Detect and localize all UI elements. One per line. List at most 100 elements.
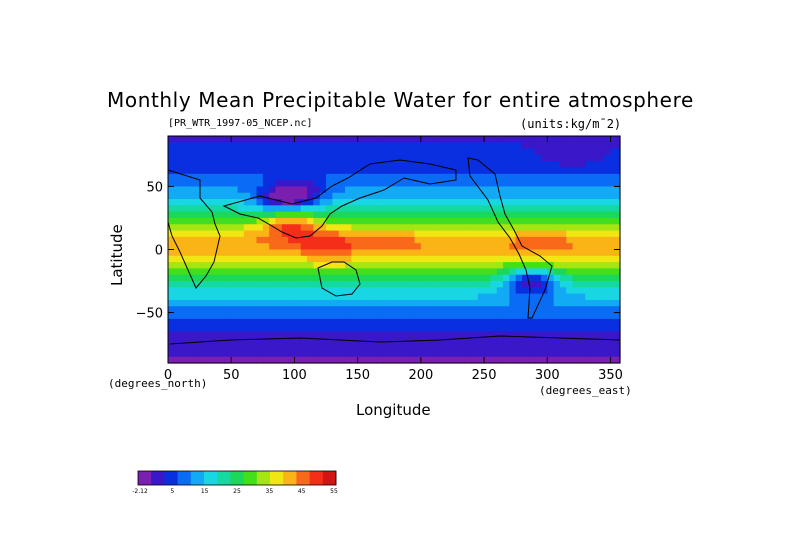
heatmap-cell xyxy=(616,192,621,200)
heatmap-cell xyxy=(572,356,580,364)
heatmap-cell xyxy=(433,192,441,200)
heatmap-cell xyxy=(332,293,340,301)
heatmap-cell xyxy=(566,268,574,276)
heatmap-cell xyxy=(338,268,346,276)
heatmap-cell xyxy=(414,199,422,206)
heatmap-cell xyxy=(515,318,523,326)
heatmap-cell xyxy=(338,306,346,314)
heatmap-cell xyxy=(186,274,194,282)
heatmap-cell xyxy=(439,236,447,244)
heatmap-cell xyxy=(490,274,498,282)
heatmap-cell xyxy=(395,262,403,270)
heatmap-cell xyxy=(281,236,289,244)
heatmap-cell xyxy=(205,281,213,288)
heatmap-cell xyxy=(420,255,428,263)
heatmap-cell xyxy=(414,142,422,150)
heatmap-cell xyxy=(408,224,416,232)
heatmap-cell xyxy=(585,249,593,257)
heatmap-cell xyxy=(427,255,435,263)
heatmap-cell xyxy=(604,224,612,232)
heatmap-cell xyxy=(433,230,441,238)
heatmap-cell xyxy=(547,356,555,364)
heatmap-cell xyxy=(389,299,397,307)
heatmap-cell xyxy=(553,180,561,188)
heatmap-cell xyxy=(345,306,352,314)
heatmap-cell xyxy=(288,173,296,181)
heatmap-cell xyxy=(414,205,422,213)
heatmap-cell xyxy=(357,217,365,225)
heatmap-cell xyxy=(288,312,296,320)
heatmap-cell xyxy=(610,293,618,301)
heatmap-cell xyxy=(452,154,460,162)
heatmap-cell xyxy=(414,306,422,314)
heatmap-cell xyxy=(256,268,264,276)
heatmap-cell xyxy=(465,350,473,358)
heatmap-cell xyxy=(205,299,213,307)
heatmap-cell xyxy=(503,211,510,219)
heatmap-cell xyxy=(376,224,384,232)
heatmap-cell xyxy=(307,350,314,358)
heatmap-cell xyxy=(591,281,599,288)
heatmap-cell xyxy=(218,356,226,364)
heatmap-cell xyxy=(389,205,397,213)
heatmap-cell xyxy=(496,167,504,175)
heatmap-cell xyxy=(376,249,384,257)
heatmap-cell xyxy=(294,186,302,194)
heatmap-cell xyxy=(319,142,327,150)
heatmap-cell xyxy=(427,186,435,194)
heatmap-cell xyxy=(357,356,365,364)
heatmap-cell xyxy=(578,236,586,244)
heatmap-cell xyxy=(281,154,289,162)
heatmap-cell xyxy=(300,312,308,320)
heatmap-cell xyxy=(427,205,435,213)
heatmap-cell xyxy=(243,192,251,200)
heatmap-cell xyxy=(496,268,504,276)
heatmap-cell xyxy=(604,161,612,169)
heatmap-cell xyxy=(275,154,283,162)
heatmap-cell xyxy=(237,205,245,213)
heatmap-cell xyxy=(288,224,296,232)
heatmap-cell xyxy=(180,136,188,143)
heatmap-cell xyxy=(370,148,378,156)
heatmap-cell xyxy=(528,293,536,301)
heatmap-cell xyxy=(256,154,264,162)
heatmap-cell xyxy=(212,293,220,301)
heatmap-cell xyxy=(262,186,270,194)
heatmap-cell xyxy=(408,148,416,156)
heatmap-cell xyxy=(610,306,618,314)
heatmap-cell xyxy=(351,268,359,276)
heatmap-cell xyxy=(212,344,220,351)
heatmap-cell xyxy=(370,318,378,326)
heatmap-cell xyxy=(281,325,289,333)
heatmap-cell xyxy=(186,224,194,232)
heatmap-cell xyxy=(193,293,201,301)
heatmap-cell xyxy=(256,299,264,307)
heatmap-cell xyxy=(363,186,371,194)
heatmap-cell xyxy=(610,192,618,200)
heatmap-cell xyxy=(616,318,621,326)
heatmap-cell xyxy=(256,173,264,181)
heatmap-cell xyxy=(218,136,226,143)
heatmap-cell xyxy=(616,306,621,314)
heatmap-cell xyxy=(199,142,207,150)
heatmap-cell xyxy=(338,350,346,358)
heatmap-cell xyxy=(237,350,245,358)
heatmap-cell xyxy=(269,249,277,257)
heatmap-cell xyxy=(180,142,188,150)
heatmap-cell xyxy=(382,293,390,301)
heatmap-cell xyxy=(269,230,277,238)
heatmap-cell xyxy=(401,299,409,307)
heatmap-cell xyxy=(452,350,460,358)
heatmap-cell xyxy=(496,287,504,295)
heatmap-cell xyxy=(319,199,327,206)
heatmap-cell xyxy=(553,161,561,169)
heatmap-cell xyxy=(604,325,612,333)
heatmap-cell xyxy=(363,268,371,276)
heatmap-cell xyxy=(345,281,352,288)
heatmap-cell xyxy=(509,268,517,276)
heatmap-cell xyxy=(275,205,283,213)
heatmap-cell xyxy=(231,299,239,307)
heatmap-cell xyxy=(439,230,447,238)
heatmap-cell xyxy=(458,249,466,257)
heatmap-cell xyxy=(509,356,517,364)
